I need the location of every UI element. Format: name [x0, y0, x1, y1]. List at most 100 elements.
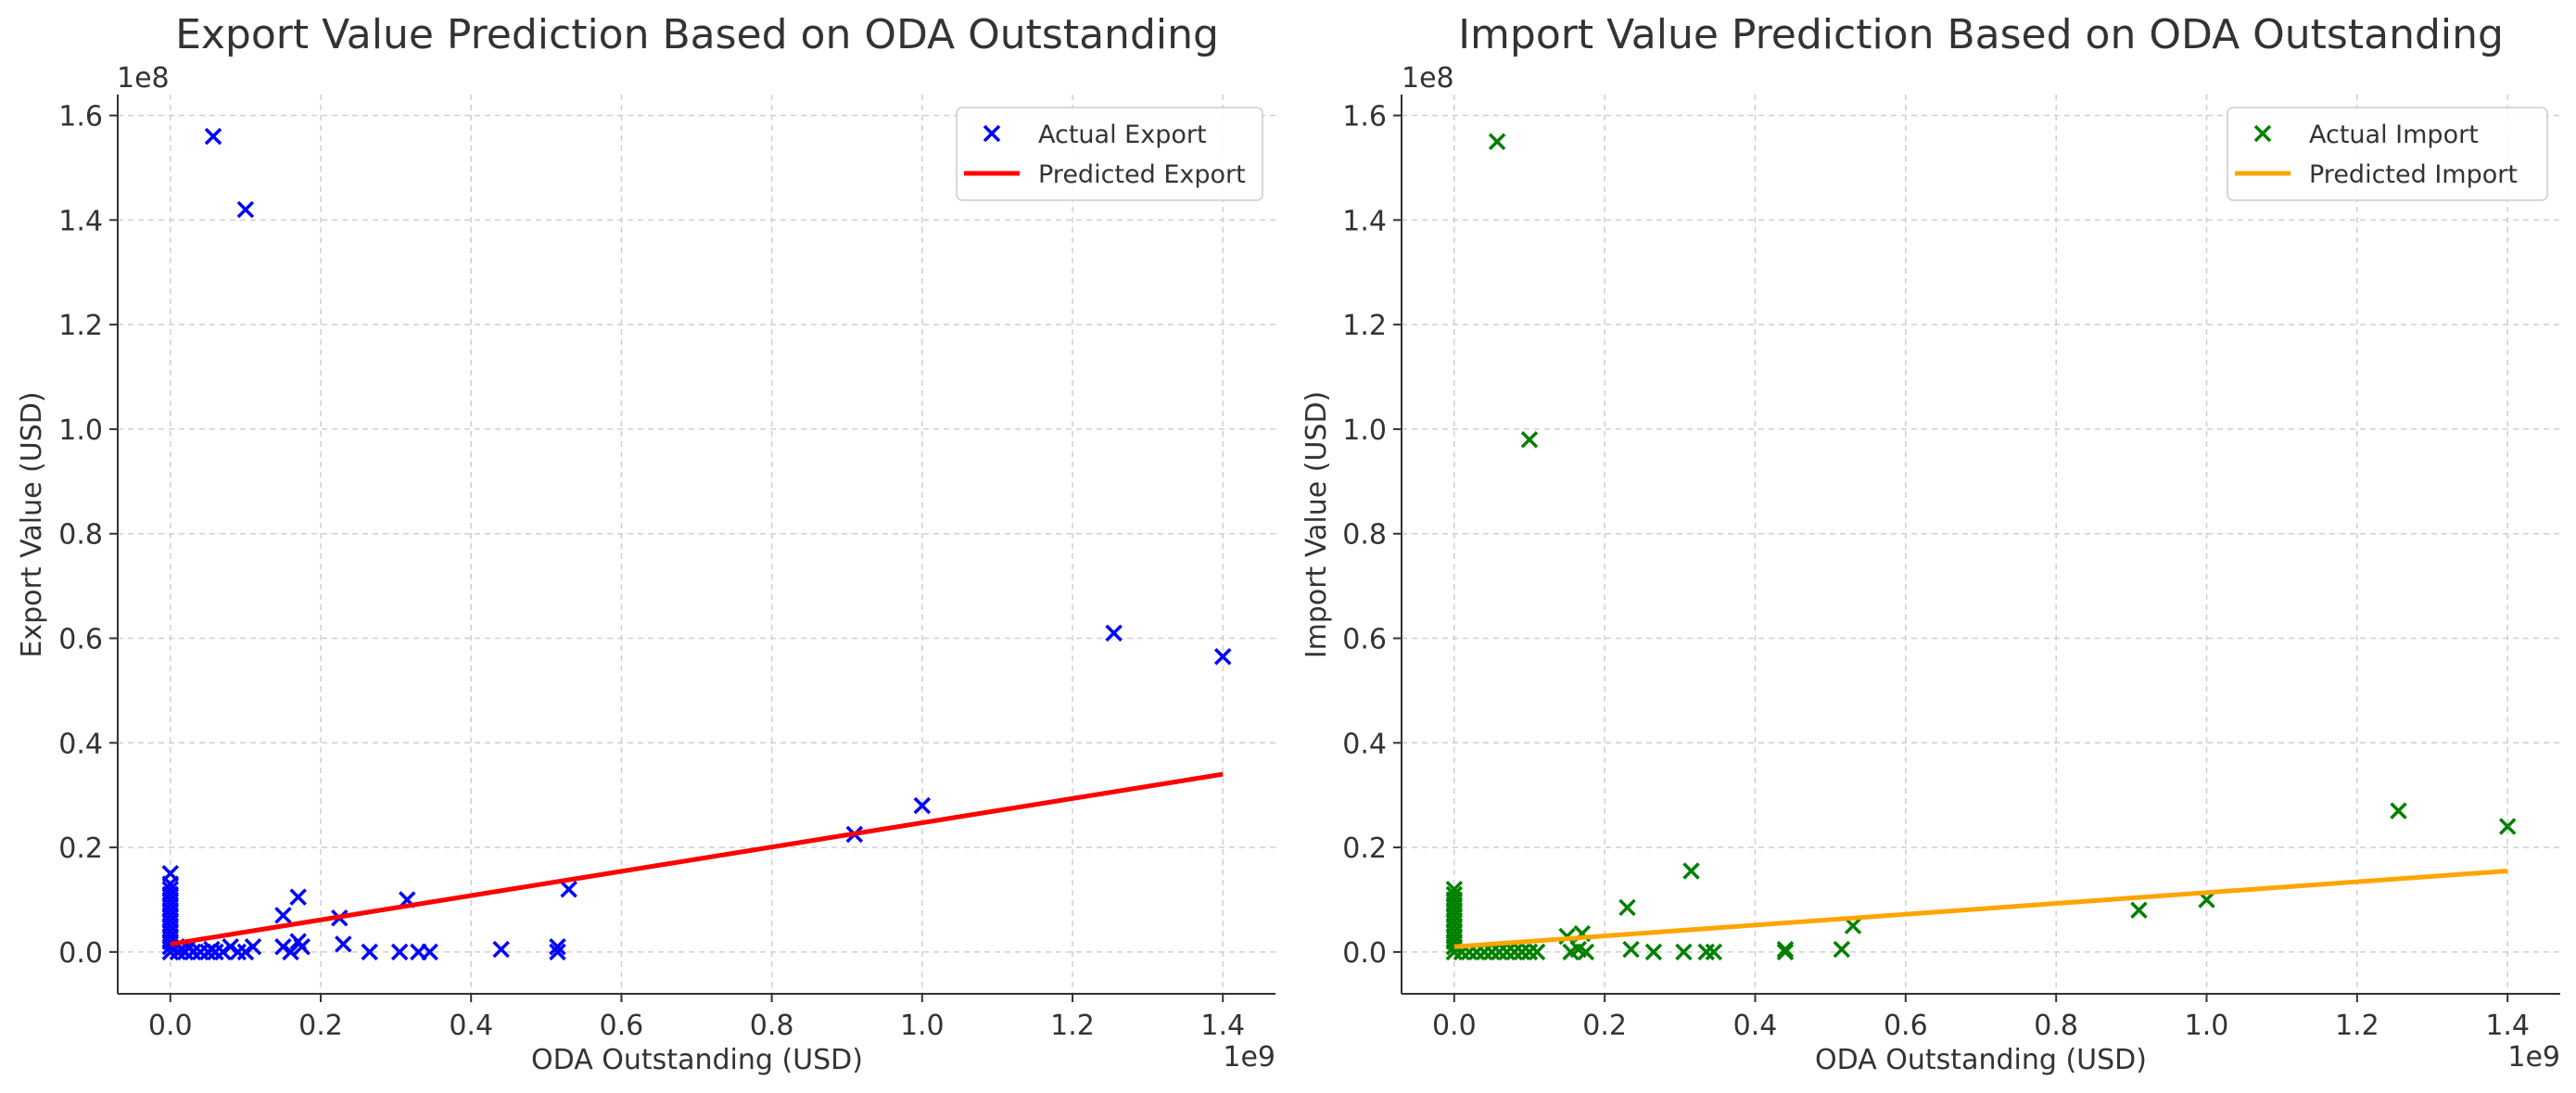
y-tick-label: 1.6	[1342, 101, 1387, 133]
legend: Actual Export Predicted Export	[956, 107, 1263, 201]
y-axis-label: Import Value (USD)	[1301, 391, 1333, 659]
data-point-marker	[1844, 917, 1862, 934]
y-tick-label: 0.8	[58, 519, 103, 552]
y-offset-label: 1e8	[1402, 62, 1454, 95]
grid	[118, 95, 1275, 994]
data-point-marker	[1483, 943, 1501, 961]
legend-label: Predicted Import	[2309, 160, 2518, 189]
x-tick-label: 0.4	[449, 1010, 493, 1042]
data-point-marker	[1622, 940, 1640, 959]
y-tick-label: 0.6	[58, 624, 103, 656]
data-point-marker	[421, 943, 438, 961]
data-point-marker	[244, 938, 262, 956]
x-tick-label: 0.4	[1733, 1010, 1778, 1042]
y-offset-label: 1e8	[117, 62, 170, 95]
y-tick-label: 0.0	[1342, 937, 1387, 970]
data-point-marker	[236, 200, 255, 219]
x-offset-label: 1e9	[2507, 1041, 2560, 1074]
data-point-marker	[1705, 943, 1723, 961]
y-tick-label: 0.0	[58, 937, 103, 970]
legend-box	[956, 107, 1263, 201]
data-point-marker	[1644, 943, 1663, 961]
x-tick-label: 1.0	[900, 1010, 945, 1042]
data-point-marker	[2390, 802, 2407, 820]
y-axis-label: Export Value (USD)	[16, 391, 48, 657]
legend-label: Actual Import	[2309, 121, 2479, 149]
y-tick-label: 0.4	[58, 728, 103, 760]
data-point-marker	[1682, 862, 1700, 880]
x-tick-label: 0.2	[298, 1010, 343, 1042]
y-tick-label: 1.4	[1342, 205, 1387, 237]
data-point-marker	[1213, 648, 1232, 666]
data-point-marker	[1520, 943, 1539, 961]
x-tick-label: 0.8	[2034, 1010, 2078, 1042]
data-point-marker	[1577, 943, 1595, 961]
y-tick-label: 1.4	[58, 205, 103, 237]
grid	[1402, 95, 2560, 994]
legend-marker-swatch	[983, 124, 1001, 143]
y-tick-label: 1.0	[1342, 414, 1387, 447]
data-point-marker	[1776, 940, 1795, 959]
data-point-marker	[214, 943, 232, 961]
y-tick-label: 0.2	[1342, 832, 1387, 865]
y-tick-label: 0.2	[58, 832, 103, 865]
data-point-marker	[184, 943, 202, 961]
scatter-series	[161, 127, 1232, 961]
legend-label: Predicted Export	[1038, 160, 1246, 189]
y-tick-label: 1.2	[58, 310, 103, 342]
y-tick-label: 1.2	[1342, 310, 1387, 342]
data-point-marker	[390, 943, 409, 961]
y-tick-label: 0.8	[1342, 519, 1387, 552]
data-point-marker	[361, 943, 378, 961]
data-point-marker	[1618, 898, 1636, 917]
data-point-marker	[1498, 943, 1516, 961]
legend-box	[2227, 107, 2548, 201]
regression-line	[1453, 868, 2508, 949]
data-point-marker	[207, 943, 224, 961]
y-tick-label: 0.6	[1342, 624, 1387, 656]
legend-label: Actual Export	[1038, 121, 1207, 149]
x-axis-label: ODA Outstanding (USD)	[531, 1044, 863, 1076]
data-point-marker	[2130, 901, 2148, 920]
import-chart-panel: Import Value Prediction Based on ODA Out…	[1301, 11, 2560, 1076]
data-point-marker	[1675, 943, 1693, 961]
data-point-marker	[204, 127, 222, 146]
scatter-series	[1445, 133, 2517, 961]
legend-marker-swatch	[2253, 124, 2272, 143]
x-tick-label: 0.2	[1582, 1010, 1627, 1042]
x-offset-label: 1e9	[1223, 1041, 1275, 1074]
data-point-marker	[293, 938, 311, 956]
data-point-marker	[1513, 943, 1531, 961]
data-point-marker	[1528, 943, 1546, 961]
data-point-marker	[549, 943, 566, 961]
data-point-marker	[282, 943, 299, 961]
x-tick-label: 1.2	[1050, 1010, 1095, 1042]
data-point-marker	[1488, 133, 1506, 150]
y-tick-label: 1.0	[58, 414, 103, 447]
regression-line	[170, 771, 1224, 947]
export-chart-panel: Export Value Prediction Based on ODA Out…	[16, 11, 1275, 1076]
x-tick-label: 1.2	[2335, 1010, 2379, 1042]
y-tick-label: 1.6	[58, 101, 103, 133]
x-tick-label: 0.6	[1884, 1010, 1928, 1042]
data-point-marker	[549, 938, 566, 956]
data-point-marker	[1491, 943, 1508, 961]
data-point-marker	[1105, 624, 1123, 642]
x-tick-label: 0.8	[750, 1010, 794, 1042]
x-tick-label: 0.0	[148, 1010, 193, 1042]
data-point-marker	[335, 935, 352, 953]
x-axis-label: ODA Outstanding (USD)	[1815, 1044, 2147, 1076]
data-point-marker	[1697, 943, 1715, 961]
chart-title: Export Value Prediction Based on ODA Out…	[175, 11, 1219, 58]
data-point-marker	[560, 880, 577, 898]
y-tick-label: 0.4	[1342, 728, 1387, 760]
data-point-marker	[1505, 943, 1523, 961]
chart-title: Import Value Prediction Based on ODA Out…	[1458, 11, 2504, 58]
x-tick-label: 0.6	[600, 1010, 644, 1042]
x-tick-label: 1.4	[1200, 1010, 1245, 1042]
data-point-marker	[913, 796, 932, 815]
data-point-marker	[1776, 943, 1795, 961]
x-tick-label: 1.0	[2185, 1010, 2229, 1042]
data-point-marker	[1833, 940, 1851, 959]
